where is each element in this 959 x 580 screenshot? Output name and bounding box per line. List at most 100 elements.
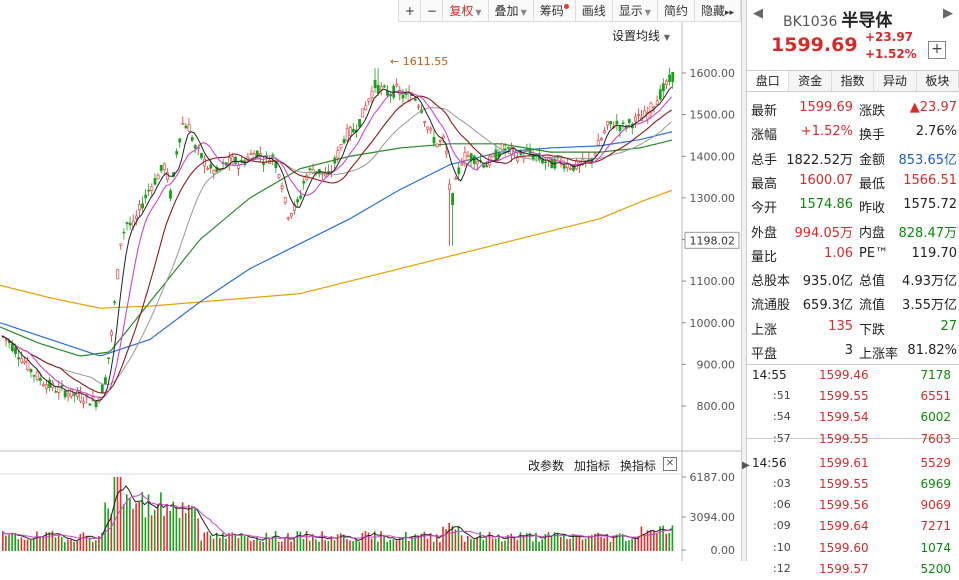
volume-bar (389, 539, 392, 551)
add-watchlist-button[interactable]: + (928, 41, 946, 59)
panel-divider[interactable] (741, 0, 747, 561)
candle-body (175, 151, 179, 155)
zoom-in-button[interactable]: + (399, 0, 422, 22)
volume-bar (271, 536, 274, 551)
simple-button[interactable]: 简约 (657, 0, 695, 22)
candle-body (54, 391, 58, 393)
candle-body (206, 167, 210, 170)
candle-body (671, 71, 675, 83)
candle-body (444, 150, 448, 154)
ma5-line (1, 86, 672, 402)
quote-value: 3.55万亿 (902, 298, 957, 314)
volume-bar (234, 533, 237, 551)
candle-body (228, 157, 231, 165)
volume-bar (237, 538, 240, 551)
y-tick-label: 800.00 (697, 400, 736, 413)
candle-body (448, 183, 451, 190)
volume-bar (253, 540, 255, 551)
candle-body (386, 90, 389, 96)
zoom-out-button[interactable]: − (421, 0, 444, 22)
volume-bar (296, 531, 299, 551)
candle-body (190, 137, 194, 141)
chips-button[interactable]: 筹码 (533, 0, 576, 22)
candle-body (82, 401, 86, 404)
candle-body (432, 137, 436, 144)
volume-bar (178, 518, 181, 551)
hide-button[interactable]: 隐藏▸▸ (694, 0, 741, 22)
volume-bar (184, 513, 187, 551)
tab-index[interactable]: 指数 (832, 71, 875, 91)
candle-body (153, 178, 157, 185)
volume-bar (268, 538, 271, 551)
prev-stock-icon[interactable]: ◀ (753, 6, 763, 21)
adjust-button[interactable]: 复权 ▼ (443, 0, 489, 22)
draw-line-button[interactable]: 画线 (575, 0, 613, 22)
tab-handicap[interactable]: 盘口 (747, 71, 790, 91)
volume-bar (575, 534, 578, 551)
volume-bar (318, 541, 320, 551)
volume-bar (5, 535, 7, 551)
tick-price: 1599.56 (819, 498, 869, 513)
y-tick-label: 1300.00 (690, 192, 736, 205)
candle-body (376, 84, 380, 94)
collapse-arrow-icon[interactable]: ▶ (742, 460, 750, 471)
tab-movement[interactable]: 异动 (874, 71, 917, 91)
add-indicator-button[interactable]: 加指标 (574, 459, 611, 473)
candlestick-chart[interactable]: 1600.00 1500.00 1400.00 1300.00 1100.00 1000.… (0, 0, 741, 561)
switch-indicator-button[interactable]: 换指标 (620, 459, 657, 473)
candle-body (603, 130, 606, 134)
quote-label: 金额 (859, 152, 886, 168)
volume-bar (315, 539, 317, 551)
candle-body (621, 122, 625, 125)
close-indicator-icon[interactable]: ✕ (663, 457, 677, 471)
volume-bar (498, 534, 500, 551)
volume-bar (150, 515, 153, 551)
candle-body (615, 120, 619, 125)
volume-bar (324, 540, 326, 551)
volume-bar (423, 531, 426, 551)
candle-body (367, 98, 371, 102)
candle-body (587, 158, 591, 161)
current-price-label: 1198.02 (690, 234, 736, 247)
candle-body (249, 153, 253, 155)
volume-bar (42, 537, 44, 551)
tab-sector[interactable]: 板块 (917, 71, 959, 91)
volume-bar (581, 539, 584, 551)
candle-body (637, 114, 641, 116)
ma-setting-button[interactable]: 设置均线 ▼ (612, 29, 670, 43)
candle-body (4, 338, 8, 341)
volume-bar (85, 535, 88, 551)
candle-body (336, 150, 340, 159)
quote-value: 1600.07 (799, 172, 853, 188)
tick-row: 14:56 1599.61 5529 (747, 453, 959, 474)
volume-bar (110, 514, 113, 551)
volume-bar (361, 532, 364, 551)
candle-body (609, 121, 613, 125)
quote-value: 81.82% (907, 343, 957, 358)
candle-body (289, 213, 293, 217)
change-params-button[interactable]: 改参数 (528, 459, 565, 473)
candle-body (63, 390, 67, 398)
chevron-down-icon: ▼ (475, 8, 482, 17)
candle-body (401, 94, 405, 99)
volume-bar (445, 529, 447, 551)
volume-bar (11, 532, 13, 551)
volume-bar (563, 533, 565, 551)
candle-body (658, 89, 662, 100)
volume-bar (79, 533, 82, 551)
tick-row: :57 1599.55 7603 (747, 429, 959, 450)
quote-row: 涨幅 +1.52% 换手 2.76% (747, 120, 959, 144)
volume-bar (104, 502, 106, 551)
volume-bar (569, 538, 571, 551)
candle-body (373, 79, 377, 89)
next-stock-icon[interactable]: ▶ (943, 6, 953, 21)
overlay-button[interactable]: 叠加 ▼ (488, 0, 534, 22)
candle-body (184, 125, 188, 129)
kline-panel[interactable]: 1600.00 1500.00 1400.00 1300.00 1100.00 1000.… (0, 0, 741, 561)
candle-body (283, 197, 287, 203)
tab-funds[interactable]: 资金 (789, 71, 832, 91)
display-button[interactable]: 显示 ▼ (612, 0, 658, 22)
stock-title: BK1036 半导体 (783, 6, 892, 31)
volume-bar (612, 536, 615, 551)
volume-bar (157, 504, 159, 551)
